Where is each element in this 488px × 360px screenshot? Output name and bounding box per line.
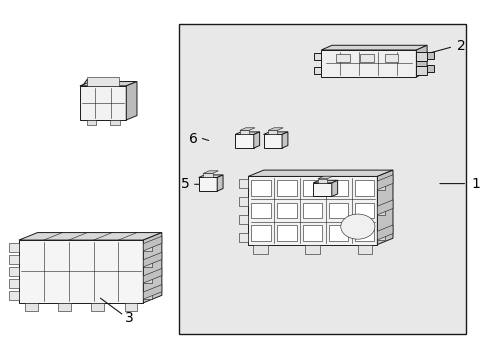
Bar (19, 240, 143, 303)
Polygon shape (253, 132, 259, 148)
Bar (377, 181, 385, 190)
Bar (426, 65, 433, 72)
Polygon shape (217, 175, 223, 191)
Bar (305, 244, 320, 253)
Text: 7: 7 (279, 132, 288, 146)
Bar (87, 77, 119, 86)
Bar (335, 54, 349, 62)
Polygon shape (143, 284, 162, 299)
Bar (328, 203, 347, 219)
Bar (303, 225, 322, 241)
Text: 5: 5 (181, 177, 189, 191)
Bar (415, 66, 426, 75)
Bar (251, 180, 270, 196)
Bar (354, 180, 373, 196)
Bar (247, 176, 377, 244)
Polygon shape (317, 176, 332, 179)
Polygon shape (321, 45, 426, 50)
Polygon shape (198, 175, 223, 177)
Bar (267, 130, 277, 134)
Bar (321, 50, 415, 77)
Polygon shape (331, 180, 337, 197)
Polygon shape (143, 236, 162, 251)
Bar (143, 276, 152, 283)
Text: 6: 6 (189, 132, 198, 146)
Bar (251, 203, 270, 219)
Bar (239, 197, 247, 206)
Bar (239, 233, 247, 242)
Polygon shape (415, 45, 426, 77)
Polygon shape (263, 132, 287, 134)
Bar (143, 260, 152, 267)
Bar (277, 225, 296, 241)
Bar (426, 52, 433, 59)
Bar (9, 291, 19, 300)
Polygon shape (80, 81, 137, 86)
Text: 8: 8 (339, 184, 348, 198)
Circle shape (340, 214, 374, 239)
Bar (328, 180, 347, 196)
Bar (178, 24, 466, 334)
Polygon shape (377, 200, 392, 215)
Bar (354, 203, 373, 219)
Polygon shape (126, 81, 137, 120)
Bar (235, 134, 253, 148)
Bar (277, 203, 296, 219)
Bar (277, 180, 296, 196)
Polygon shape (377, 175, 392, 190)
Bar (313, 67, 321, 74)
Polygon shape (313, 180, 337, 183)
Bar (317, 179, 326, 183)
Bar (354, 225, 373, 241)
Bar (25, 303, 38, 311)
Bar (377, 206, 385, 215)
Bar (9, 267, 19, 276)
Bar (9, 279, 19, 288)
Bar (377, 231, 385, 240)
Polygon shape (377, 170, 392, 244)
Bar (110, 120, 119, 125)
Polygon shape (143, 233, 162, 303)
Bar (198, 177, 217, 191)
Polygon shape (377, 225, 392, 240)
Polygon shape (247, 170, 392, 176)
Bar (384, 54, 398, 62)
Polygon shape (203, 171, 218, 174)
Text: 4: 4 (81, 78, 90, 92)
Bar (251, 225, 270, 241)
Bar (143, 244, 152, 251)
Polygon shape (240, 128, 254, 130)
Bar (239, 215, 247, 224)
Bar (328, 225, 347, 241)
Bar (313, 183, 331, 197)
Bar (239, 179, 247, 188)
Bar (86, 120, 96, 125)
Bar (313, 53, 321, 60)
Bar (91, 303, 104, 311)
Text: 2: 2 (456, 39, 465, 53)
Bar (360, 54, 373, 62)
Bar (9, 255, 19, 264)
Polygon shape (235, 132, 259, 134)
Polygon shape (282, 132, 287, 148)
Bar (252, 244, 267, 253)
Bar (58, 303, 71, 311)
Bar (9, 243, 19, 252)
Bar (415, 52, 426, 61)
Polygon shape (19, 233, 162, 240)
Polygon shape (143, 269, 162, 283)
Bar (357, 244, 372, 253)
Polygon shape (143, 252, 162, 267)
Polygon shape (267, 128, 283, 130)
Bar (303, 180, 322, 196)
Text: 3: 3 (125, 311, 134, 325)
Bar (240, 130, 248, 134)
Bar (203, 174, 212, 177)
Bar (80, 86, 126, 120)
Text: 1: 1 (470, 177, 479, 190)
Bar (124, 303, 137, 311)
Bar (143, 292, 152, 299)
Bar (303, 203, 322, 219)
Bar (263, 134, 282, 148)
